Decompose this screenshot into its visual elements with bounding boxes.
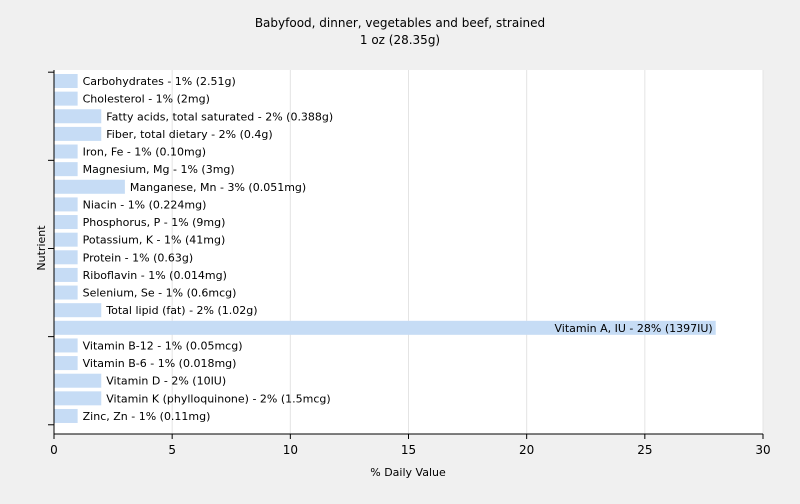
bar (54, 91, 78, 106)
bar-label: Selenium, Se - 1% (0.6mcg) (83, 287, 237, 300)
x-tick-label: 20 (519, 443, 534, 457)
bar-label: Vitamin B-6 - 1% (0.018mg) (83, 357, 237, 370)
bar-label: Total lipid (fat) - 2% (1.02g) (105, 304, 257, 317)
x-axis-label: % Daily Value (370, 466, 446, 479)
x-tick-label: 0 (50, 443, 58, 457)
bar-label: Fiber, total dietary - 2% (0.4g) (106, 128, 272, 141)
bar (54, 250, 78, 265)
bar-label: Vitamin D - 2% (10IU) (106, 375, 226, 388)
bar-label: Fatty acids, total saturated - 2% (0.388… (106, 110, 333, 123)
bar-label: Potassium, K - 1% (41mg) (83, 234, 226, 247)
x-tick-label: 25 (637, 443, 652, 457)
bar (54, 267, 78, 282)
bar-label: Magnesium, Mg - 1% (3mg) (83, 163, 235, 176)
bar (54, 109, 102, 124)
bar-label: Riboflavin - 1% (0.014mg) (83, 269, 227, 282)
bar (54, 197, 78, 212)
bar (54, 285, 78, 300)
axes: 0 5 10 15 20 25 30 (48, 70, 771, 457)
bar (54, 373, 102, 388)
chart-title: Babyfood, dinner, vegetables and beef, s… (255, 16, 545, 30)
bar-label: Vitamin A, IU - 28% (1397IU) (554, 322, 712, 335)
chart-subtitle: 1 oz (28.35g) (360, 33, 440, 47)
bars: Carbohydrates - 1% (2.51g) Cholesterol - … (54, 74, 716, 423)
bar-label: Niacin - 1% (0.224mg) (83, 198, 207, 211)
bar (54, 303, 102, 318)
bar-label: Manganese, Mn - 3% (0.051mg) (130, 181, 306, 194)
x-tick-label: 15 (401, 443, 416, 457)
bar-label: Vitamin B-12 - 1% (0.05mcg) (83, 339, 243, 352)
bar (54, 356, 78, 371)
bar-label: Iron, Fe - 1% (0.10mg) (83, 146, 206, 159)
bar (54, 232, 78, 247)
y-axis-label: Nutrient (35, 225, 48, 271)
bar (54, 408, 78, 423)
x-tick-label: 10 (283, 443, 298, 457)
bar-label: Zinc, Zn - 1% (0.11mg) (83, 410, 211, 423)
bar-label: Carbohydrates - 1% (2.51g) (83, 75, 236, 88)
bar-label: Cholesterol - 1% (2mg) (83, 93, 210, 106)
bar-label: Protein - 1% (0.63g) (83, 251, 194, 264)
gridlines (171, 70, 764, 434)
bar (54, 179, 125, 194)
bar (54, 144, 78, 159)
bar (54, 126, 102, 141)
x-tick-label: 5 (168, 443, 176, 457)
x-tick-label: 30 (755, 443, 770, 457)
bar (54, 162, 78, 177)
bar-label: Vitamin K (phylloquinone) - 2% (1.5mcg) (106, 392, 330, 405)
bar (54, 74, 78, 88)
bar-label: Phosphorus, P - 1% (9mg) (83, 216, 226, 229)
bar (54, 215, 78, 230)
bar (54, 391, 102, 406)
bar (54, 338, 78, 353)
bar (54, 320, 716, 335)
